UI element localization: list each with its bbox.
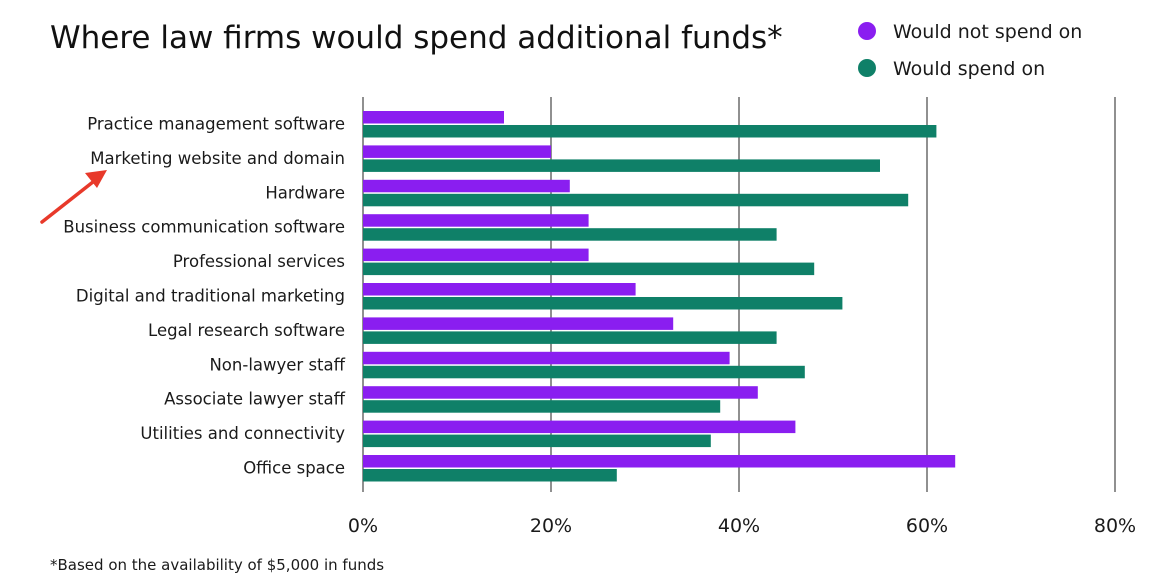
legend-marker-would-spend (858, 59, 876, 77)
bar-would-not-spend (363, 248, 589, 262)
bar-would-spend (363, 297, 843, 310)
x-tick-label: 40% (718, 515, 760, 537)
bar-would-not-spend (363, 351, 730, 365)
legend-marker-would-not-spend (858, 22, 876, 40)
chart-title: Where law firms would spend additional f… (50, 20, 783, 56)
category-label: Associate lawyer staff (164, 390, 346, 409)
category-labels: Practice management software Marketing we… (63, 115, 345, 478)
category-label: Legal research software (148, 321, 345, 340)
bar-would-not-spend (363, 386, 758, 399)
category-label: Digital and traditional marketing (76, 287, 345, 306)
bar-would-spend (363, 331, 777, 344)
footnote: *Based on the availability of $5,000 in … (50, 556, 384, 574)
legend: Would not spend on Would spend on (858, 21, 1082, 80)
bar-would-spend (363, 193, 909, 207)
bar-would-not-spend (363, 214, 589, 227)
bar-would-not-spend (363, 420, 796, 434)
bar-would-spend (363, 125, 937, 138)
bar-would-not-spend (363, 179, 570, 193)
bar-would-not-spend (363, 317, 674, 330)
category-label: Hardware (265, 183, 345, 202)
category-label: Business communication software (63, 218, 345, 237)
bar-would-spend (363, 434, 711, 448)
arrow-shaft (40, 176, 100, 224)
bars (363, 111, 956, 482)
x-tick-label: 80% (1094, 515, 1136, 537)
bar-would-spend (363, 400, 721, 413)
bar-would-spend (363, 228, 777, 241)
category-label: Marketing website and domain (90, 149, 345, 168)
bar-would-not-spend (363, 145, 551, 158)
category-label: Practice management software (87, 115, 345, 134)
bar-would-spend (363, 159, 880, 172)
x-tick-label: 0% (348, 515, 378, 537)
bar-would-spend (363, 365, 805, 379)
bar-would-spend (363, 469, 617, 482)
arrow-head (85, 170, 107, 188)
legend-label-would-spend: Would spend on (893, 58, 1045, 80)
x-tick-labels: 0% 20% 40% 60% 80% (348, 515, 1136, 537)
x-tick-label: 60% (906, 515, 948, 537)
bar-would-not-spend (363, 111, 504, 124)
legend-label-would-not-spend: Would not spend on (893, 21, 1082, 43)
bar-would-not-spend (363, 283, 636, 296)
category-label: Non-lawyer staff (209, 355, 345, 374)
x-tick-label: 20% (530, 515, 572, 537)
category-label: Office space (243, 459, 345, 478)
annotation-arrow (40, 170, 107, 224)
bar-would-spend (363, 262, 815, 276)
category-label: Utilities and connectivity (140, 424, 345, 443)
category-label: Professional services (173, 252, 345, 271)
bar-would-not-spend (363, 455, 956, 468)
